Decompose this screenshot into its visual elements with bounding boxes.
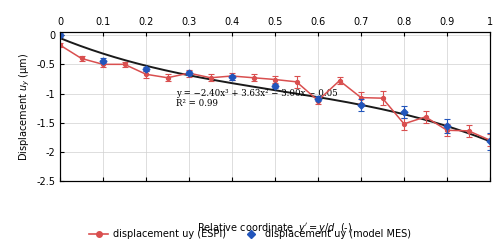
Legend: displacement uy (ESPI), displacement uy (model MES): displacement uy (ESPI), displacement uy … [85, 225, 415, 243]
Text: y = −2.40x³ + 3.63x² − 3.00x − 0.05
R² = 0.99: y = −2.40x³ + 3.63x² − 3.00x − 0.05 R² =… [176, 89, 338, 108]
Text: Relative coordinate  $y' = y/d$  (-): Relative coordinate $y' = y/d$ (-) [198, 221, 352, 235]
Y-axis label: Displacement $u_y$ (μm): Displacement $u_y$ (μm) [18, 53, 32, 161]
